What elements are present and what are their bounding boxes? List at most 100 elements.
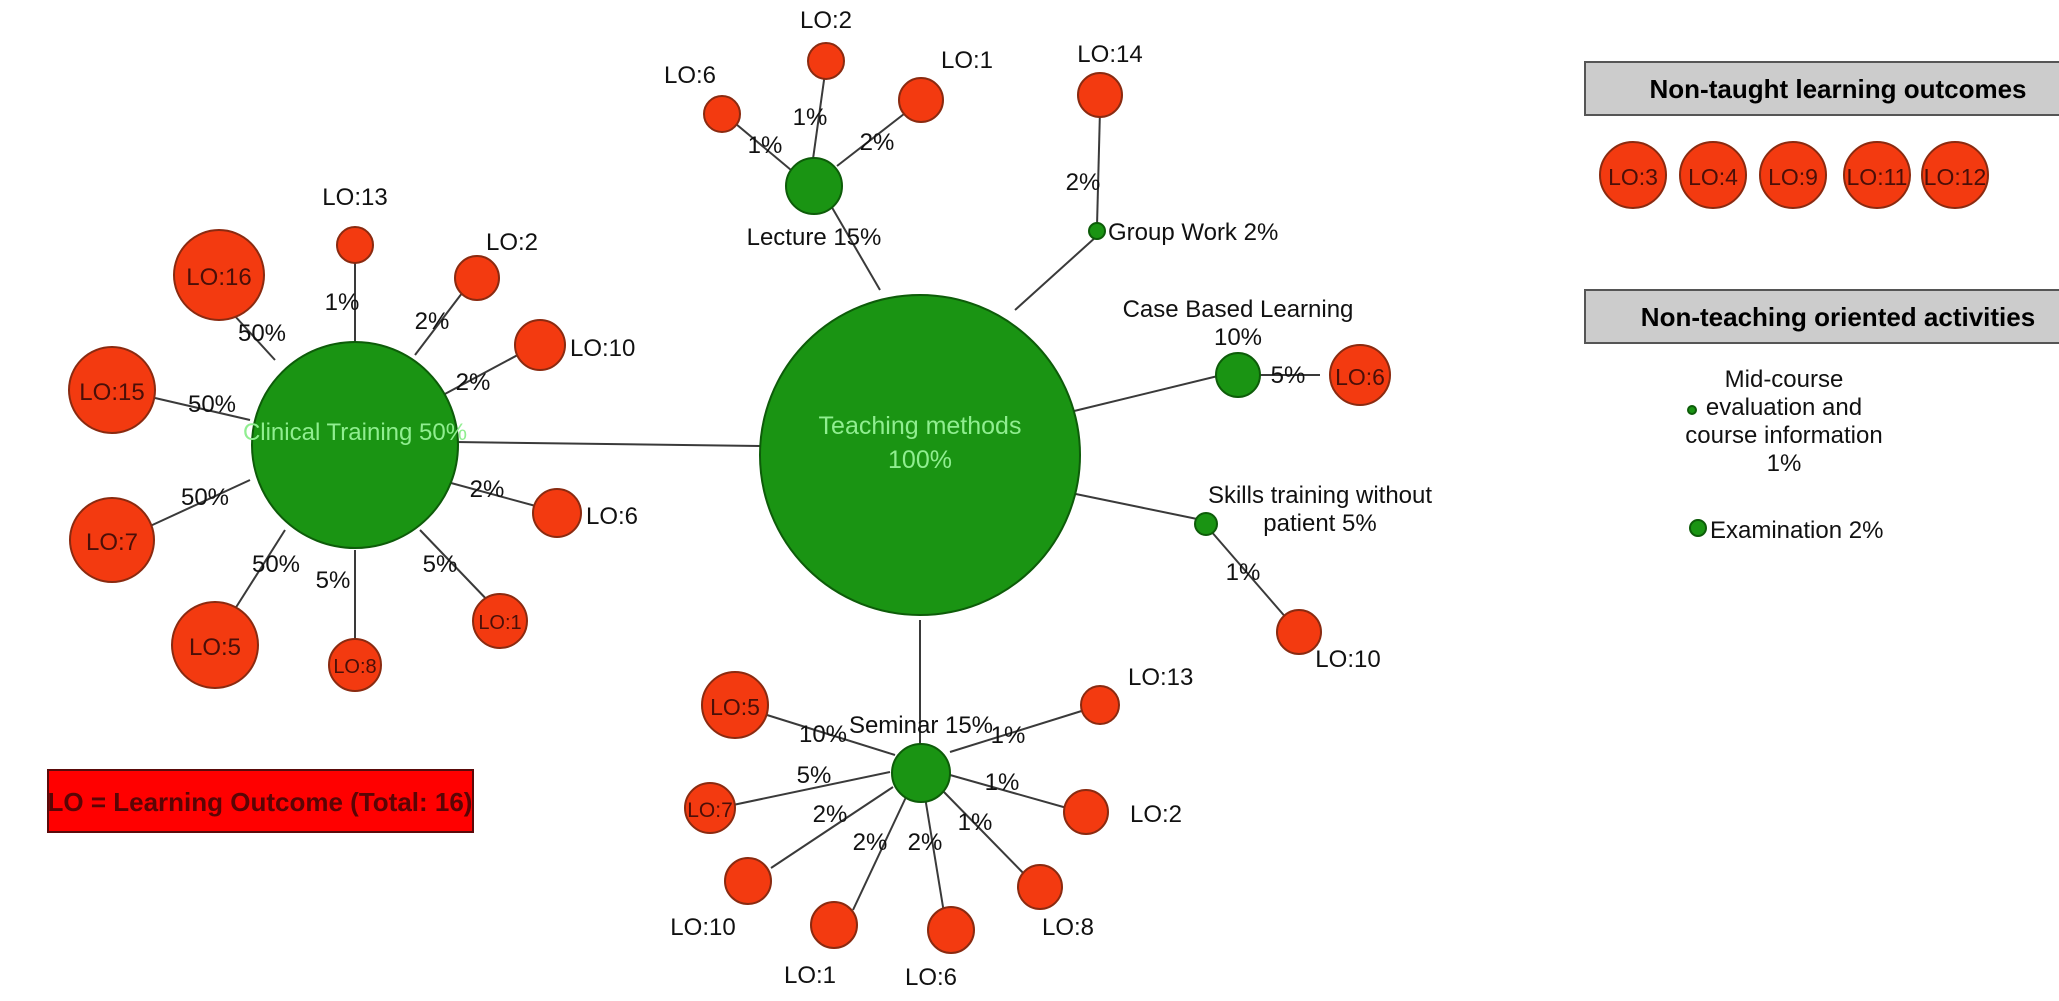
sem-lo10-circle[interactable]: [724, 857, 772, 905]
node-sem-lo8[interactable]: LO:8: [1017, 864, 1094, 941]
ct-lo10-circle[interactable]: [514, 319, 566, 371]
ct-lo7-circle[interactable]: [69, 497, 155, 583]
sem-lo1-circle[interactable]: [810, 901, 858, 949]
sem-lo13-label: LO:13: [1128, 664, 1193, 691]
edge-root-skills-training: [1065, 491, 1203, 521]
node-sem-lo13[interactable]: LO:13: [1080, 664, 1193, 725]
node-ct-lo16[interactable]: LO:16: [173, 229, 265, 321]
sem-lo5-label: LO:5: [710, 694, 760, 720]
weight-lec-lo1: 2%: [860, 129, 895, 156]
node-ct-lo5[interactable]: LO:5: [171, 601, 259, 689]
node-lec-lo6[interactable]: LO:6: [664, 62, 741, 133]
node-sem-lo6[interactable]: LO:6: [905, 906, 975, 991]
node-ct-lo7[interactable]: LO:7: [69, 497, 155, 583]
node-skl-lo10[interactable]: LO:10: [1276, 609, 1381, 673]
lo-key-text: LO = Learning Outcome (Total: 16): [48, 787, 473, 817]
sem-lo5-circle[interactable]: [701, 671, 769, 739]
weight-sem-lo5: 10%: [799, 721, 847, 748]
node-sem-lo2[interactable]: LO:2: [1063, 789, 1182, 835]
node-gw-lo14[interactable]: LO:14: [1077, 41, 1143, 118]
ct-lo1-circle[interactable]: [472, 593, 528, 649]
weight-ct-lo1: 5%: [423, 551, 458, 578]
cbl-lo6-circle[interactable]: [1329, 344, 1391, 406]
node-sem-lo7[interactable]: LO:7: [684, 782, 736, 834]
sem-lo2-circle[interactable]: [1063, 789, 1109, 835]
mid-course-line2: evaluation and: [1706, 394, 1862, 421]
sem-lo8-circle[interactable]: [1017, 864, 1063, 910]
node-group-work[interactable]: Group Work 2%: [1088, 219, 1278, 246]
nt-lo9-label: LO:9: [1768, 164, 1818, 190]
nt-lo9-circle[interactable]: [1759, 141, 1827, 209]
sem-lo6-circle[interactable]: [927, 906, 975, 954]
gw-lo14-label: LO:14: [1077, 41, 1142, 68]
nt-lo3-circle[interactable]: [1599, 141, 1667, 209]
ct-lo2-circle[interactable]: [454, 255, 500, 301]
weight-ct-lo8: 5%: [316, 567, 351, 594]
node-sem-lo1[interactable]: LO:1: [784, 901, 858, 989]
ct-lo13-circle[interactable]: [336, 226, 374, 264]
lec-lo1-circle[interactable]: [898, 77, 944, 123]
node-ct-lo13[interactable]: LO:13: [322, 184, 388, 264]
teaching-methods-circle[interactable]: [759, 294, 1081, 616]
ct-lo16-circle[interactable]: [173, 229, 265, 321]
edge-layer: [147, 72, 1320, 914]
node-nt-lo4[interactable]: LO:4: [1679, 141, 1747, 209]
edge-gw-lo14: [1096, 109, 1101, 227]
node-nt-lo11[interactable]: LO:11: [1843, 141, 1911, 209]
ct-lo6-circle[interactable]: [532, 488, 582, 538]
edge-root-lecture: [822, 191, 881, 291]
node-sem-lo10[interactable]: LO:10: [670, 857, 772, 941]
node-ct-lo10[interactable]: LO:10: [514, 319, 635, 371]
node-ct-lo2[interactable]: LO:2: [454, 229, 538, 301]
node-nt-lo9[interactable]: LO:9: [1759, 141, 1827, 209]
sem-lo7-circle[interactable]: [684, 782, 736, 834]
skl-lo10-circle[interactable]: [1276, 609, 1322, 655]
mid-course-line4: 1%: [1767, 450, 1802, 477]
group-work-circle[interactable]: [1088, 222, 1106, 240]
nt-lo11-label: LO:11: [1847, 164, 1908, 190]
node-cbl-lo6[interactable]: LO:6: [1329, 344, 1391, 406]
lec-lo2-circle[interactable]: [807, 42, 845, 80]
node-ct-lo1[interactable]: LO:1: [472, 593, 528, 649]
edge-sem-lo13: [949, 708, 1089, 753]
node-seminar[interactable]: Seminar 15%: [849, 712, 993, 803]
seminar-circle[interactable]: [891, 743, 951, 803]
node-ct-lo8[interactable]: LO:8: [328, 638, 382, 692]
nt-lo11-circle[interactable]: [1843, 141, 1911, 209]
node-clinical-training[interactable]: Clinical Training 50%: [243, 341, 467, 549]
sem-lo7-label: LO:7: [687, 799, 733, 822]
weight-ct-lo5: 50%: [252, 551, 300, 578]
nt-lo4-circle[interactable]: [1679, 141, 1747, 209]
edge-sem-lo7: [732, 771, 891, 806]
ct-lo15-circle[interactable]: [68, 346, 156, 434]
edge-root-group-work: [1014, 235, 1098, 311]
clinical-training-circle[interactable]: [251, 341, 459, 549]
node-ct-lo15[interactable]: LO:15: [68, 346, 156, 434]
node-teaching-methods[interactable]: Teaching methods 100%: [759, 294, 1081, 616]
skills-training-circle[interactable]: [1194, 512, 1218, 536]
activity-mid-course-evaluation[interactable]: Mid-course evaluation and course informa…: [1685, 366, 1882, 477]
gw-lo14-circle[interactable]: [1077, 72, 1123, 118]
node-ct-lo6[interactable]: LO:6: [532, 488, 638, 538]
sem-lo13-circle[interactable]: [1080, 685, 1120, 725]
edge-ct-lo6: [439, 479, 544, 509]
lo-key-box: [47, 769, 474, 833]
node-lecture[interactable]: Lecture 15%: [747, 157, 882, 251]
node-nt-lo12[interactable]: LO:12: [1921, 141, 1989, 209]
node-skills-training[interactable]: Skills training without patient 5%: [1194, 482, 1432, 537]
node-lec-lo1[interactable]: LO:1: [898, 47, 993, 123]
node-lec-lo2[interactable]: LO:2: [800, 7, 852, 80]
weight-gw-lo14: 2%: [1066, 169, 1101, 196]
ct-lo8-circle[interactable]: [328, 638, 382, 692]
ct-lo5-circle[interactable]: [171, 601, 259, 689]
node-nt-lo3[interactable]: LO:3: [1599, 141, 1667, 209]
mid-course-line1: Mid-course: [1725, 366, 1844, 393]
case-based-learning-circle[interactable]: [1215, 352, 1261, 398]
lec-lo6-circle[interactable]: [703, 95, 741, 133]
nt-lo12-circle[interactable]: [1921, 141, 1989, 209]
node-case-based-learning[interactable]: Case Based Learning 10%: [1123, 296, 1354, 398]
panel2-title: Non-teaching oriented activities: [1641, 302, 2035, 332]
lecture-circle[interactable]: [785, 157, 843, 215]
node-sem-lo5[interactable]: LO:5: [701, 671, 769, 739]
activity-examination[interactable]: Examination 2%: [1689, 517, 1883, 544]
